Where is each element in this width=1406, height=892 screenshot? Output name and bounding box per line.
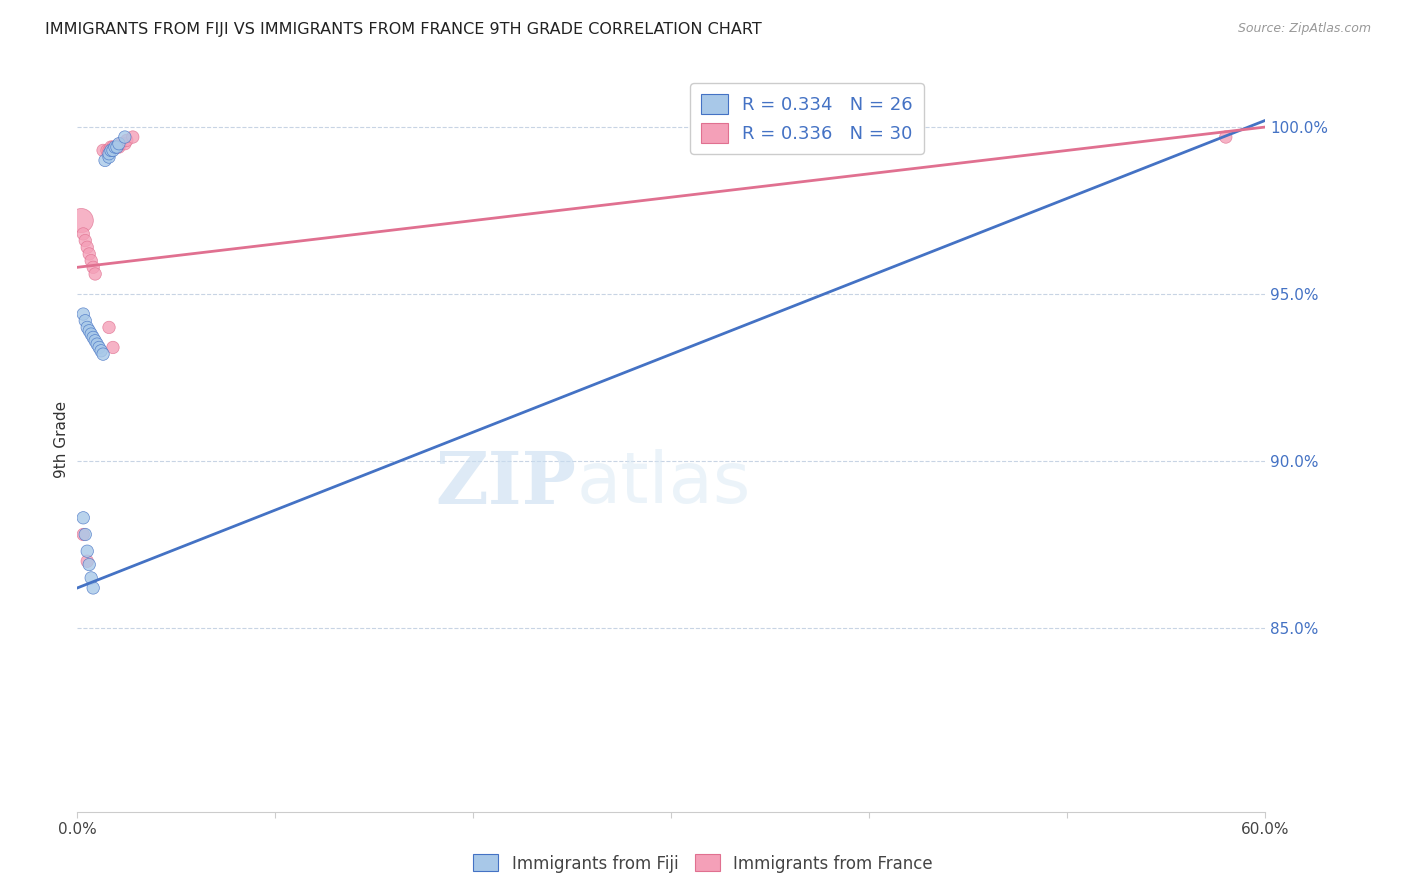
Point (91, 347, 114, 361)
Point (108, 136, 131, 151)
Legend: R = 0.334   N = 26, R = 0.336   N = 30: R = 0.334 N = 26, R = 0.336 N = 30 (690, 83, 924, 153)
Point (82, 260, 104, 275)
Point (82, 330, 104, 344)
Point (100, 144, 122, 158)
Point (104, 140, 127, 154)
Point (98, 146, 121, 161)
Point (82, 581, 104, 595)
Point (72, 527, 94, 541)
Point (86, 337, 108, 351)
Point (94, 153, 117, 168)
Point (100, 140, 122, 154)
Point (84, 334, 107, 348)
Point (110, 136, 132, 151)
Point (105, 140, 128, 154)
Point (101, 144, 124, 158)
Point (80, 571, 103, 585)
Point (76, 544, 98, 558)
Point (72, 510, 94, 524)
Point (77, 324, 100, 338)
Point (87, 341, 110, 355)
Point (98, 320, 121, 334)
Point (76, 240, 98, 254)
Point (98, 150, 121, 164)
Point (72, 227, 94, 241)
Point (84, 267, 107, 281)
Legend: Immigrants from Fiji, Immigrants from France: Immigrants from Fiji, Immigrants from Fr… (467, 847, 939, 880)
Point (70, 213, 93, 227)
Point (75, 234, 97, 248)
Point (114, 136, 136, 151)
Point (96, 144, 118, 158)
Point (101, 341, 124, 355)
Point (98, 144, 121, 158)
Point (91, 144, 114, 158)
Point (1215, 130, 1237, 145)
Point (80, 327, 103, 342)
Point (114, 130, 136, 145)
Point (76, 320, 98, 334)
Text: atlas: atlas (576, 450, 751, 518)
Point (108, 140, 131, 154)
Point (101, 140, 124, 154)
Text: Source: ZipAtlas.com: Source: ZipAtlas.com (1237, 22, 1371, 36)
Text: IMMIGRANTS FROM FIJI VS IMMIGRANTS FROM FRANCE 9TH GRADE CORRELATION CHART: IMMIGRANTS FROM FIJI VS IMMIGRANTS FROM … (45, 22, 762, 37)
Point (72, 307, 94, 321)
Point (115, 133, 138, 147)
Point (75, 527, 97, 541)
Point (77, 247, 100, 261)
Point (121, 130, 143, 145)
Point (105, 140, 128, 154)
Y-axis label: 9th Grade: 9th Grade (53, 401, 69, 478)
Text: ZIP: ZIP (436, 449, 576, 519)
Point (80, 253, 103, 268)
Point (77, 558, 100, 572)
Point (75, 314, 97, 328)
Point (76, 554, 98, 568)
Point (90, 343, 112, 358)
